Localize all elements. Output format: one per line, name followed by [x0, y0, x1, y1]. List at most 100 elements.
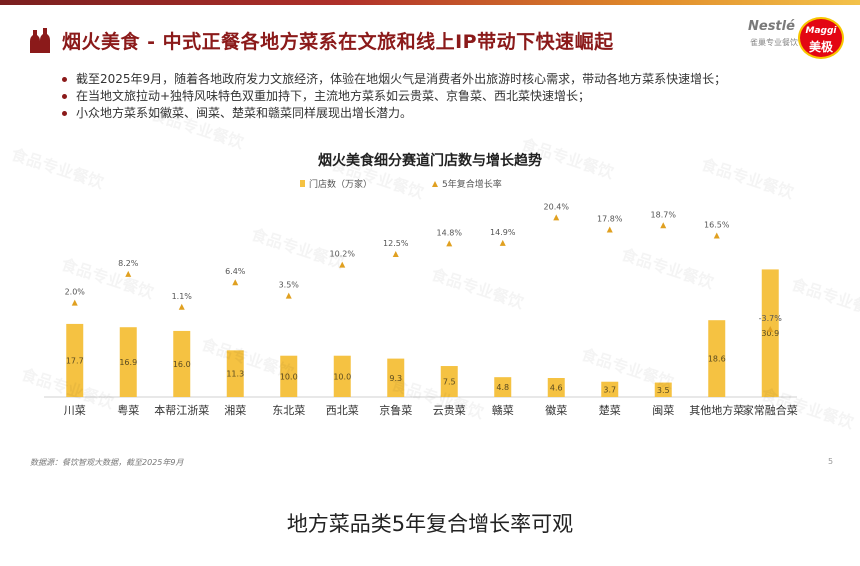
cagr-marker: [339, 261, 346, 268]
legend-label-cagr: 5年复合增长率: [442, 180, 502, 190]
bullet-dot: [62, 94, 67, 99]
bar: [387, 358, 405, 397]
bullet-dot: [62, 111, 67, 116]
maggi-logo: Maggi 美极: [798, 17, 844, 59]
cagr-marker: [285, 292, 292, 299]
bullet-text: 截至2025年9月，随着各地政府发力文旅经济，体验在地烟火气是消费者外出旅游时核…: [76, 72, 727, 86]
bar: [708, 320, 726, 397]
slide: 烟火美食 - 中式正餐各地方菜系在文旅和线上IP带动下快速崛起 Nestlé 雀…: [0, 5, 860, 475]
category-label: 徽菜: [545, 403, 567, 417]
cagr-marker: [553, 214, 560, 221]
cagr-label: 14.8%: [437, 228, 463, 237]
category-label: 楚菜: [599, 403, 621, 417]
bar-value-label: 11.3: [226, 370, 244, 379]
brand-logos: Nestlé 雀巢专业餐饮 Maggi 美极: [748, 17, 848, 63]
bar-value-label: 4.6: [550, 384, 563, 393]
bullet-item: 截至2025年9月，随着各地政府发力文旅经济，体验在地烟火气是消费者外出旅游时核…: [62, 71, 822, 88]
cagr-marker: [232, 279, 239, 286]
bar-value-label: 10.0: [333, 372, 351, 381]
category-label: 赣菜: [492, 403, 514, 417]
cagr-marker: [767, 325, 774, 332]
image-caption: 地方菜品类5年复合增长率可观: [286, 512, 574, 536]
watermark-text: 食品专业餐饮: [519, 131, 618, 183]
cagr-label: 12.5%: [383, 239, 409, 248]
bar-value-label: 7.5: [443, 378, 456, 387]
bar-value-label: 16.9: [119, 358, 137, 367]
cagr-label: 2.0%: [65, 288, 86, 297]
category-label: 粤菜: [117, 403, 139, 417]
bar-value-label: 4.8: [496, 383, 509, 392]
category-label: 家常融合菜: [743, 403, 798, 417]
maggi-cn-text: 美极: [808, 40, 833, 54]
bar-value-label: 10.0: [280, 372, 298, 381]
cagr-marker: [178, 303, 185, 310]
bar: [119, 327, 137, 397]
category-label: 京鲁菜: [379, 403, 412, 417]
bar-value-label: 16.0: [173, 360, 191, 369]
bar-value-label: 3.5: [657, 386, 670, 395]
bar-value-label: 3.7: [603, 385, 616, 394]
cagr-marker: [660, 222, 667, 229]
bar: [494, 377, 512, 397]
cagr-label: 6.4%: [225, 267, 246, 276]
cagr-label: 20.4%: [544, 202, 570, 211]
bullet-list: 截至2025年9月，随着各地政府发力文旅经济，体验在地烟火气是消费者外出旅游时核…: [62, 71, 822, 122]
cagr-label: 1.1%: [172, 292, 193, 301]
category-label: 云贵菜: [433, 404, 466, 417]
slide-title: 烟火美食 - 中式正餐各地方菜系在文旅和线上IP带动下快速崛起: [62, 31, 614, 53]
bar: [333, 355, 351, 397]
top-accent-bar: [0, 0, 860, 5]
legend-bar-swatch: [300, 180, 305, 187]
nestle-sub-logo: 雀巢专业餐饮: [750, 38, 798, 47]
category-label: 其他地方菜: [689, 403, 744, 417]
category-label: 湘菜: [224, 403, 246, 417]
category-label: 东北菜: [272, 404, 305, 417]
cagr-label: 8.2%: [118, 259, 139, 268]
cagr-marker: [606, 226, 613, 233]
cagr-label: 18.7%: [651, 210, 677, 219]
cagr-marker: [499, 239, 506, 246]
bullet-item: 在当地文旅拉动+独特风味特色双重加持下，主流地方菜系如云贵菜、京鲁菜、西北菜快速…: [62, 88, 822, 105]
category-label: 西北菜: [326, 404, 359, 417]
bar: [601, 381, 619, 397]
bar-value-label: 9.3: [389, 374, 402, 383]
cagr-label: 10.2%: [330, 250, 356, 259]
data-source-note: 数据源：餐饮智观大数据，截至2025年9月: [30, 458, 184, 467]
cagr-label: 17.8%: [597, 214, 623, 223]
chart-legend: 门店数（万家） 5年复合增长率: [300, 177, 562, 190]
maggi-latin-text: Maggi: [805, 26, 837, 36]
chart-title: 烟火美食细分赛道门店数与增长趋势: [318, 153, 542, 169]
bar-chart: 17.7 2.0% 川菜 16.9 8.2% 粤菜 16.0 1.1% 本帮江浙菜 11.3 6.4…: [44, 202, 798, 417]
cagr-marker: [713, 232, 720, 239]
cagr-marker: [125, 270, 132, 277]
cagr-label: -3.7%: [759, 314, 783, 323]
bar-value-label: 30.9: [761, 329, 779, 338]
bar: [280, 355, 298, 397]
cagr-marker: [392, 250, 399, 257]
bullet-text: 小众地方菜系如徽菜、闽菜、楚菜和赣菜同样展现出增长潜力。: [76, 106, 413, 120]
category-label: 本帮江浙菜: [154, 403, 209, 417]
category-label: 闽菜: [652, 404, 674, 417]
bar: [226, 350, 244, 397]
cagr-marker: [71, 299, 78, 306]
bullet-item: 小众地方菜系如徽菜、闽菜、楚菜和赣菜同样展现出增长潜力。: [62, 105, 822, 122]
nestle-logo: Nestlé: [748, 19, 795, 34]
cagr-label: 16.5%: [704, 220, 730, 229]
bar: [654, 382, 672, 397]
bar-value-label: 18.6: [708, 355, 726, 364]
category-label: 川菜: [64, 404, 86, 417]
wine-bottle-icon: [30, 28, 50, 53]
legend-item-stores: 门店数（万家）: [300, 177, 372, 190]
cagr-label: 3.5%: [279, 281, 300, 290]
cagr-marker: [446, 240, 453, 247]
page-number: 5: [828, 457, 834, 466]
bar: [547, 378, 565, 397]
legend-marker-swatch: [432, 180, 439, 187]
bar: [173, 330, 191, 397]
legend-item-cagr: 5年复合增长率: [432, 177, 502, 190]
bar: [440, 366, 458, 397]
bar: [761, 269, 779, 397]
bar-value-label: 17.7: [66, 356, 84, 365]
bar: [66, 323, 84, 397]
legend-label-stores: 门店数（万家）: [309, 180, 373, 190]
